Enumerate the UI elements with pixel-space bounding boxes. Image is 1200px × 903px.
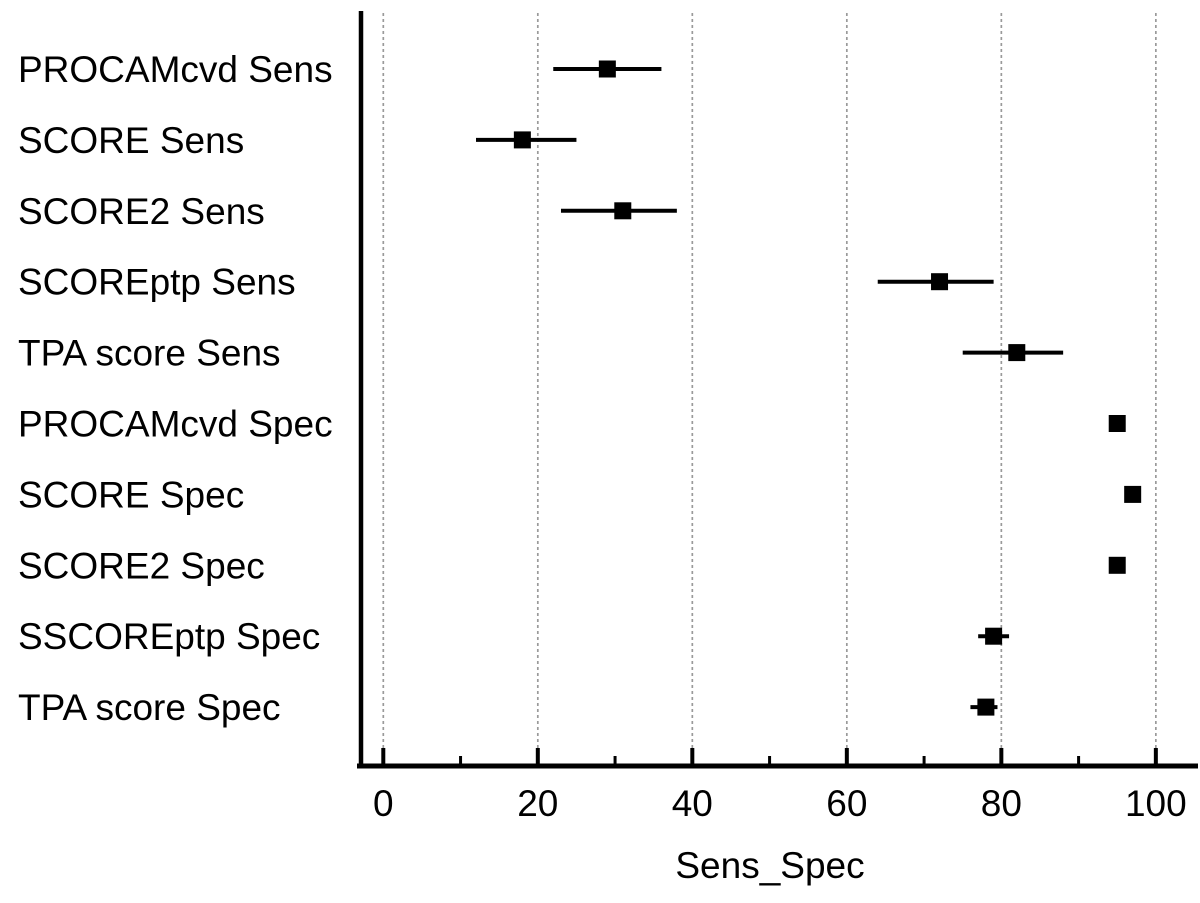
x-axis-tick-label: 60 [826, 783, 867, 824]
category-label: PROCAMcvd Sens [18, 49, 333, 90]
x-axis-tick-label: 40 [672, 783, 713, 824]
point-marker [985, 627, 1003, 645]
axes-layer [357, 11, 1198, 769]
point-marker [1108, 556, 1126, 574]
point-marker [598, 60, 616, 78]
point-marker [513, 131, 531, 149]
category-label: TPA score Sens [18, 333, 281, 374]
x-axis-tick-label: 100 [1125, 783, 1187, 824]
point-marker [1124, 485, 1142, 503]
category-label: TPA score Spec [18, 687, 281, 728]
point-marker [1008, 344, 1026, 362]
x-axis-tick-label: 80 [981, 783, 1022, 824]
point-marker [1108, 415, 1126, 432]
x-axis-tick-label: 0 [373, 783, 394, 824]
category-label: SCOREptp Sens [18, 262, 296, 303]
point-marker [977, 698, 995, 716]
x-axis-tick-label: 20 [517, 783, 558, 824]
point-marker [931, 273, 949, 291]
point-marker [614, 202, 632, 220]
x-axis-title: Sens_Spec [675, 845, 864, 886]
category-label: SSCOREptp Spec [18, 616, 320, 657]
category-label: SCORE Spec [18, 474, 244, 515]
data-layer [476, 60, 1142, 716]
category-label: SCORE2 Sens [18, 191, 265, 232]
category-label: PROCAMcvd Spec [18, 404, 333, 445]
category-label: SCORE Sens [18, 120, 244, 161]
label-layer: 0 20 40 60 80 100 PROCAMcvd Sens SCORE Sens SCOR… [18, 49, 1187, 824]
category-label: SCORE2 Spec [18, 545, 265, 586]
gridline-layer [382, 13, 1157, 764]
